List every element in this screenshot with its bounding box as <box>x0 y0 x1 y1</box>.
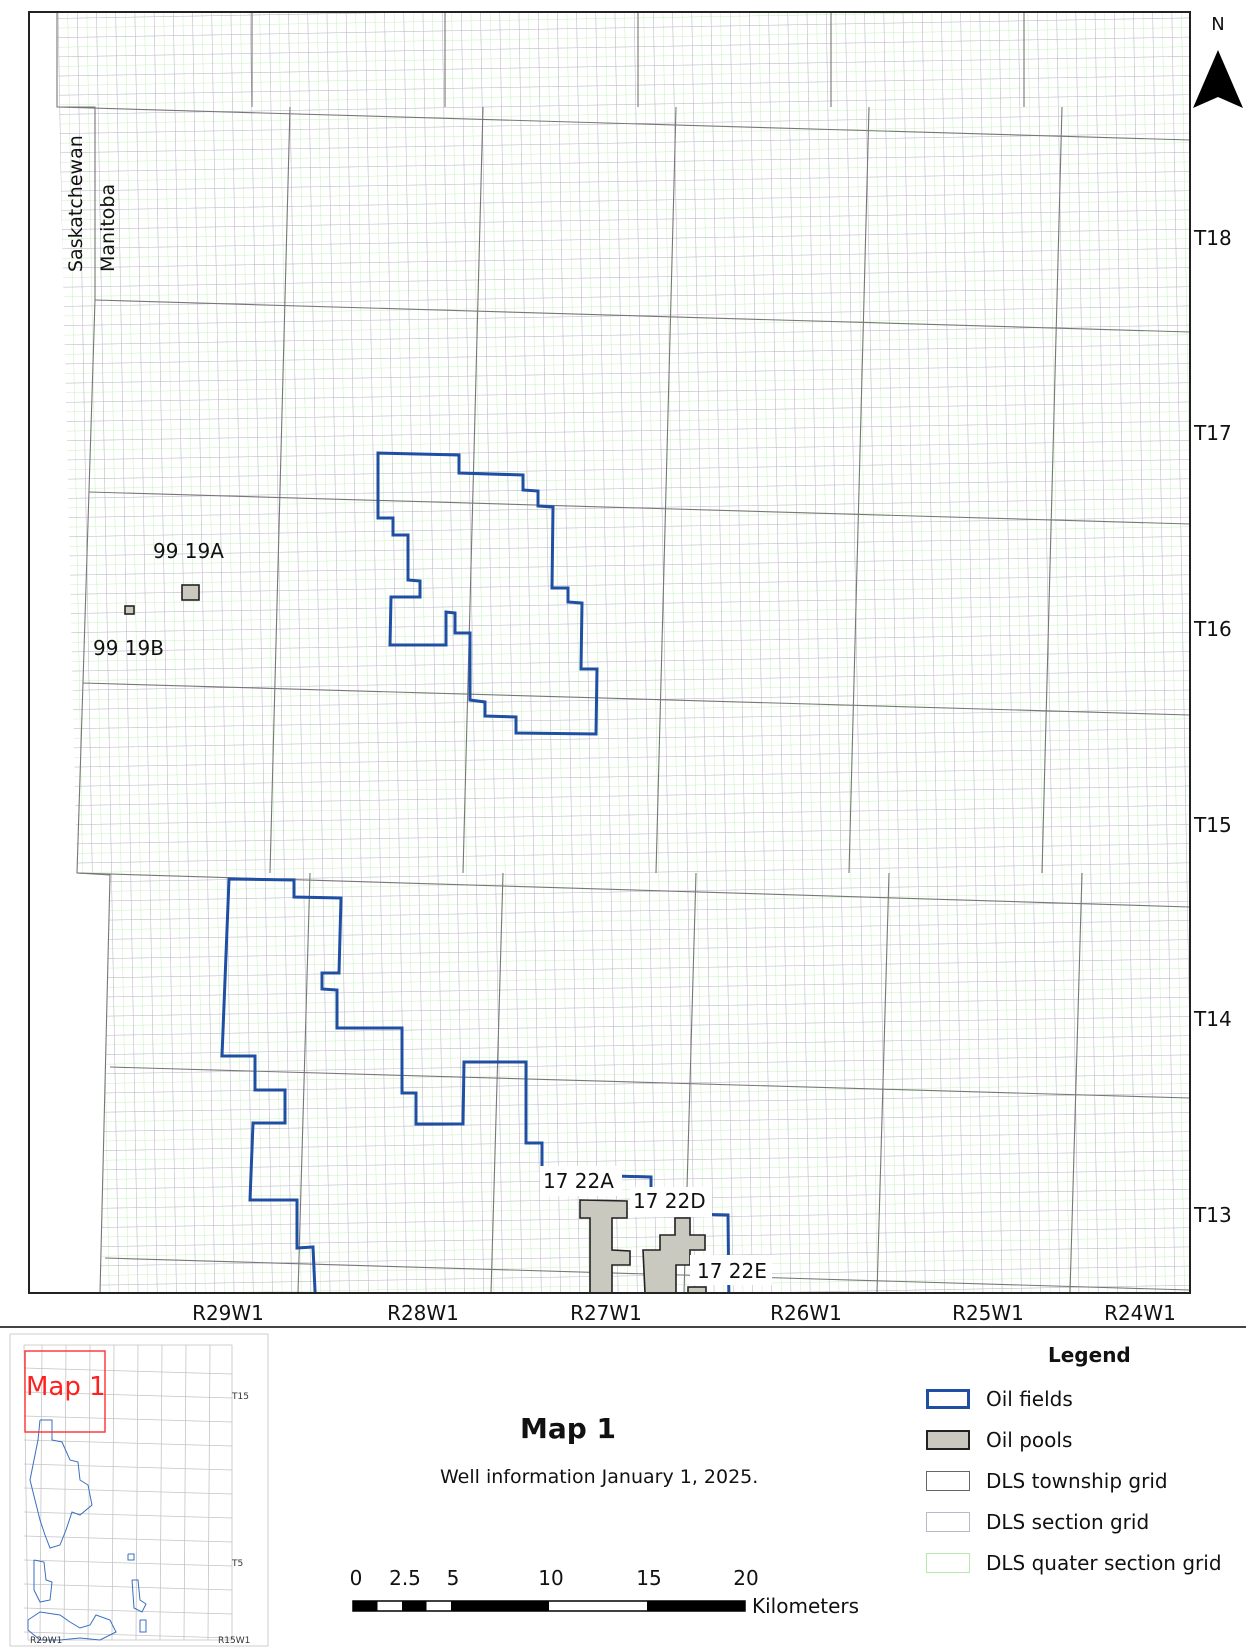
legend-swatch-quarter-section-grid <box>926 1553 970 1573</box>
legend-swatch-oil-pools <box>926 1430 970 1450</box>
pool-label-17-22d: 17 22D <box>633 1189 706 1213</box>
township-grid <box>56 12 1190 1293</box>
scale-bar-tick: 2.5 <box>389 1566 421 1590</box>
pool-label-99-19b: 99 19B <box>93 636 164 660</box>
inset-range-label: R29W1 <box>30 1636 62 1646</box>
range-label: R25W1 <box>952 1301 1024 1325</box>
scale-bar <box>352 1600 746 1612</box>
pool-label-17-22a: 17 22A <box>543 1169 614 1193</box>
inset-map: Map 1 T15 T5 R29W1 R15W1 <box>9 1333 269 1647</box>
township-label: T13 <box>1193 1203 1232 1227</box>
oil-field-north[interactable] <box>376 451 599 736</box>
label-halos <box>540 1166 772 1285</box>
map-border <box>28 11 1191 1294</box>
north-label: N <box>1211 14 1224 35</box>
province-label-manitoba: Manitoba <box>97 184 119 272</box>
range-label: R24W1 <box>1104 1301 1176 1325</box>
legend-label: DLS quater section grid <box>986 1551 1222 1575</box>
oil-pool-99-19a[interactable] <box>181 584 200 601</box>
section-grid <box>57 12 1190 1293</box>
map-frame <box>56 12 1190 1400</box>
township-labels: T18 T17 T16 T15 T14 T13 <box>1193 226 1232 1227</box>
layout-title: Map 1 <box>520 1412 617 1445</box>
layout-subtitle: Well information January 1, 2025. <box>440 1466 759 1488</box>
legend-swatch-section-grid <box>926 1512 970 1532</box>
inset-map-label: Map 1 <box>26 1372 106 1402</box>
scale-bar-tick: 0 <box>349 1566 363 1590</box>
inset-extent-box <box>24 1350 106 1433</box>
township-label: T14 <box>1193 1007 1232 1031</box>
scale-bar-tick: 20 <box>733 1566 759 1590</box>
oil-field-south[interactable] <box>220 877 731 1400</box>
scale-bar-unit: Kilometers <box>752 1594 860 1618</box>
legend-label: DLS section grid <box>986 1510 1150 1534</box>
pool-label-99-19a: 99 19A <box>153 539 224 563</box>
range-label: R28W1 <box>387 1301 459 1325</box>
scale-bar-tick: 5 <box>446 1566 460 1590</box>
legend-swatch-township-grid <box>926 1471 970 1491</box>
oil-pool-17-22e[interactable] <box>687 1286 707 1293</box>
legend-swatch-oil-fields <box>926 1389 970 1409</box>
range-label: R29W1 <box>192 1301 264 1325</box>
pool-label-17-22e: 17 22E <box>697 1259 767 1283</box>
range-labels: R29W1 R28W1 R27W1 R26W1 R25W1 R24W1 <box>192 1301 1176 1325</box>
scale-bar-tick: 15 <box>636 1566 662 1590</box>
legend-label: Oil fields <box>986 1387 1073 1411</box>
scale-bar-tick: 10 <box>538 1566 564 1590</box>
oil-pools <box>124 584 707 1293</box>
oil-pool-17-22d[interactable] <box>642 1217 706 1293</box>
north-arrow-icon <box>1193 50 1218 108</box>
inset-township-label: T5 <box>231 1559 243 1569</box>
oil-pool-99-19b[interactable] <box>124 605 135 615</box>
legend-label: DLS township grid <box>986 1469 1168 1493</box>
township-label: T18 <box>1193 226 1232 250</box>
inset-township-label: T15 <box>231 1392 249 1402</box>
range-label: R26W1 <box>770 1301 842 1325</box>
legend-label: Oil pools <box>986 1428 1073 1452</box>
pool-labels: 99 19A 99 19B 17 22A 17 22D 17 22E <box>93 539 767 1283</box>
oil-fields <box>220 451 731 1400</box>
legend-title: Legend <box>1048 1343 1131 1367</box>
range-label: R27W1 <box>570 1301 642 1325</box>
province-label-saskatchewan: Saskatchewan <box>65 135 87 272</box>
north-arrow: N <box>1193 14 1243 108</box>
township-label: T17 <box>1193 421 1232 445</box>
township-label: T16 <box>1193 617 1232 641</box>
oil-pool-17-22a[interactable] <box>579 1199 631 1293</box>
township-label: T15 <box>1193 813 1232 837</box>
inset-range-label: R15W1 <box>218 1636 250 1646</box>
